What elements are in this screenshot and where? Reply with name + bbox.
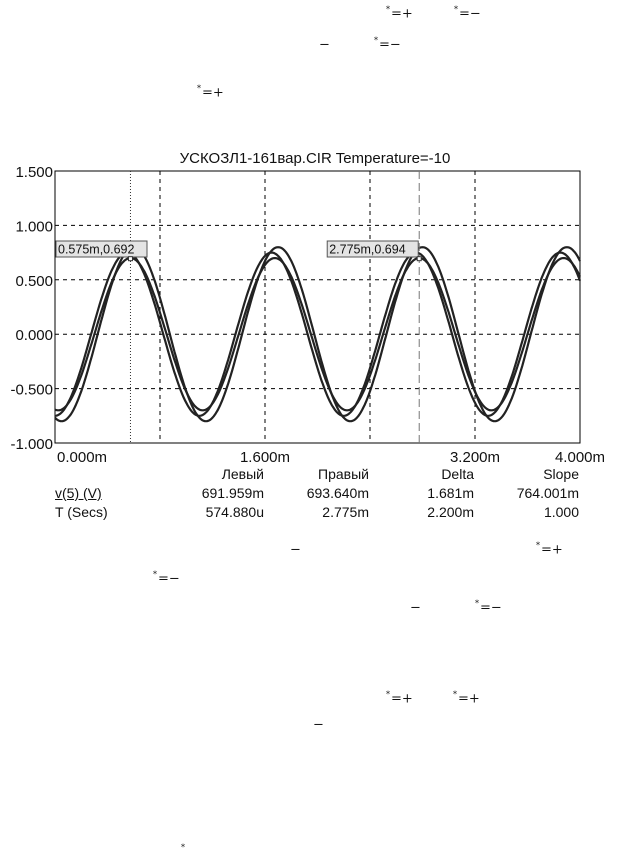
header-left: Левый	[221, 466, 264, 482]
cursor-label-box	[326, 240, 419, 258]
formula-fragment: *=−	[475, 599, 502, 616]
formula-fragment: *=+	[536, 541, 563, 558]
row-value: 1.000	[543, 504, 579, 520]
row-value: 574.880u	[205, 504, 264, 520]
x-tick-label: 1.600m	[240, 449, 290, 466]
x-tick-label: 0.000m	[57, 449, 107, 466]
chart-title: УСКОЗЛ1-161вар.CIR Temperature=-10	[180, 150, 451, 167]
formula-fragment: *=−	[374, 36, 401, 53]
cursor-marker	[127, 256, 133, 262]
formula-fragment: −	[410, 600, 421, 616]
formula-fragment: −	[319, 37, 330, 53]
header-slope: Slope	[543, 466, 579, 482]
plot-frame	[54, 170, 581, 444]
cursor-label: 2.775m,0.694	[329, 243, 405, 257]
formula-fragment: *=−	[454, 5, 481, 22]
series-line-2	[54, 246, 581, 423]
cursor-label: 0.575m,0.692	[58, 243, 134, 257]
formula-fragment: *=+	[386, 5, 413, 22]
series-line-1	[54, 257, 581, 412]
y-tick-label: 0.000	[15, 327, 53, 344]
formula-fragment: *=+	[386, 690, 413, 707]
formula-fragment: *=−	[153, 570, 180, 587]
y-tick-label: -1.000	[10, 436, 53, 453]
formula-fragment: −	[313, 717, 324, 733]
cursor-label-box	[55, 240, 148, 258]
x-tick-label: 4.000m	[555, 449, 605, 466]
y-tick-label: 0.500	[15, 273, 53, 290]
row-value: 764.001m	[516, 485, 579, 501]
formula-fragment: *=+	[453, 690, 480, 707]
measurement-table: Левый Правый Delta Slope v(5) (V) 691.95…	[0, 466, 628, 536]
formula-fragment: *	[181, 843, 185, 852]
cursor-marker	[416, 256, 422, 262]
row-value: 2.775m	[322, 504, 369, 520]
formula-fragment: −	[290, 542, 301, 558]
y-tick-label: -0.500	[10, 382, 53, 399]
header-delta: Delta	[441, 466, 474, 482]
row-name: v(5) (V)	[55, 485, 102, 501]
chart: УСКОЗЛ1-161вар.CIR Temperature=-10 0.575…	[10, 150, 605, 466]
row-value: 2.200m	[427, 504, 474, 520]
header-right: Правый	[318, 466, 369, 482]
y-tick-label: 1.500	[15, 164, 53, 181]
formula-fragment: *=+	[197, 84, 224, 101]
x-tick-label: 3.200m	[450, 449, 500, 466]
series-line-3	[54, 251, 582, 417]
y-tick-label: 1.000	[15, 218, 53, 235]
row-name: T (Secs)	[55, 504, 108, 520]
row-value: 693.640m	[306, 485, 369, 501]
row-value: 1.681m	[427, 485, 474, 501]
row-value: 691.959m	[201, 485, 264, 501]
